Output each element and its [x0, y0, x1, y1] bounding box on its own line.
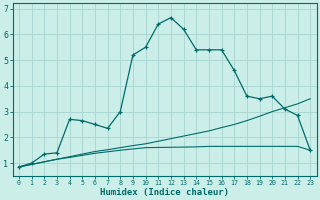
X-axis label: Humidex (Indice chaleur): Humidex (Indice chaleur) [100, 188, 229, 197]
